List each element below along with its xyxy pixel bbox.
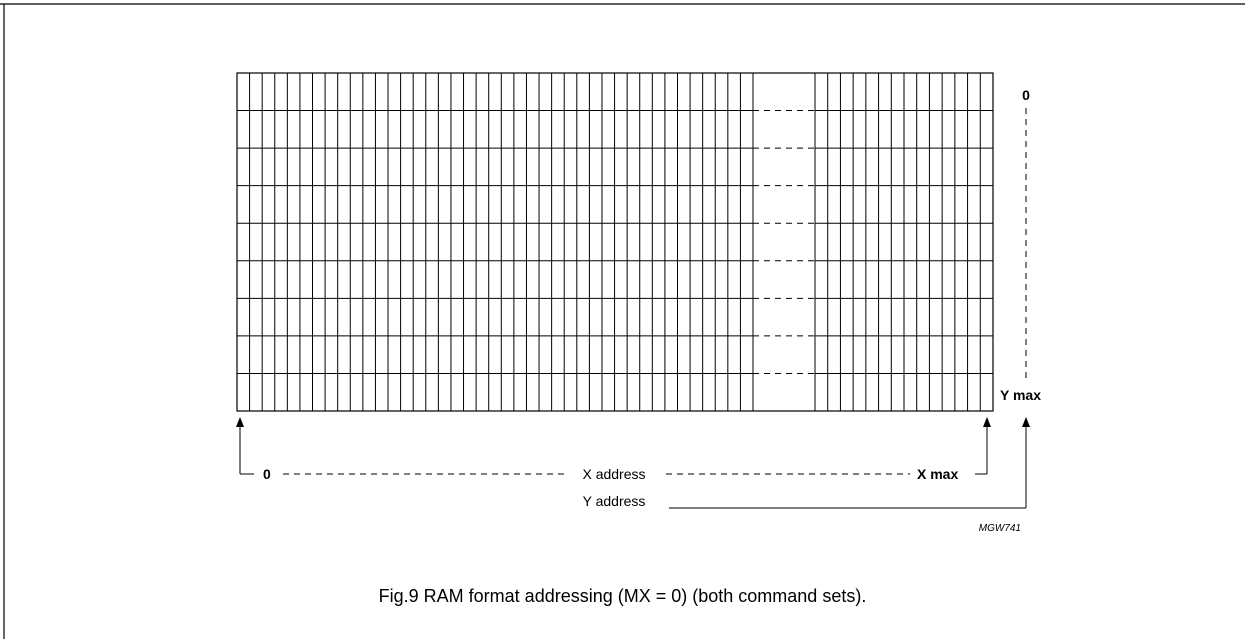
x-end-arrow: [975, 417, 991, 475]
y-end-label: Y max: [1000, 387, 1041, 403]
x-axis-label: X address: [582, 466, 645, 482]
y-axis-label: Y address: [583, 493, 646, 509]
figure-caption: Fig.9 RAM format addressing (MX = 0) (bo…: [378, 586, 867, 606]
x-end-label: X max: [917, 466, 958, 482]
ram-grid: [236, 72, 994, 412]
y-start-label: 0: [1022, 87, 1030, 103]
x-start-arrow: [236, 417, 254, 475]
x-start-label: 0: [263, 466, 271, 482]
figure-code: MGW741: [979, 523, 1021, 534]
y-address-arrow: [669, 417, 1030, 509]
